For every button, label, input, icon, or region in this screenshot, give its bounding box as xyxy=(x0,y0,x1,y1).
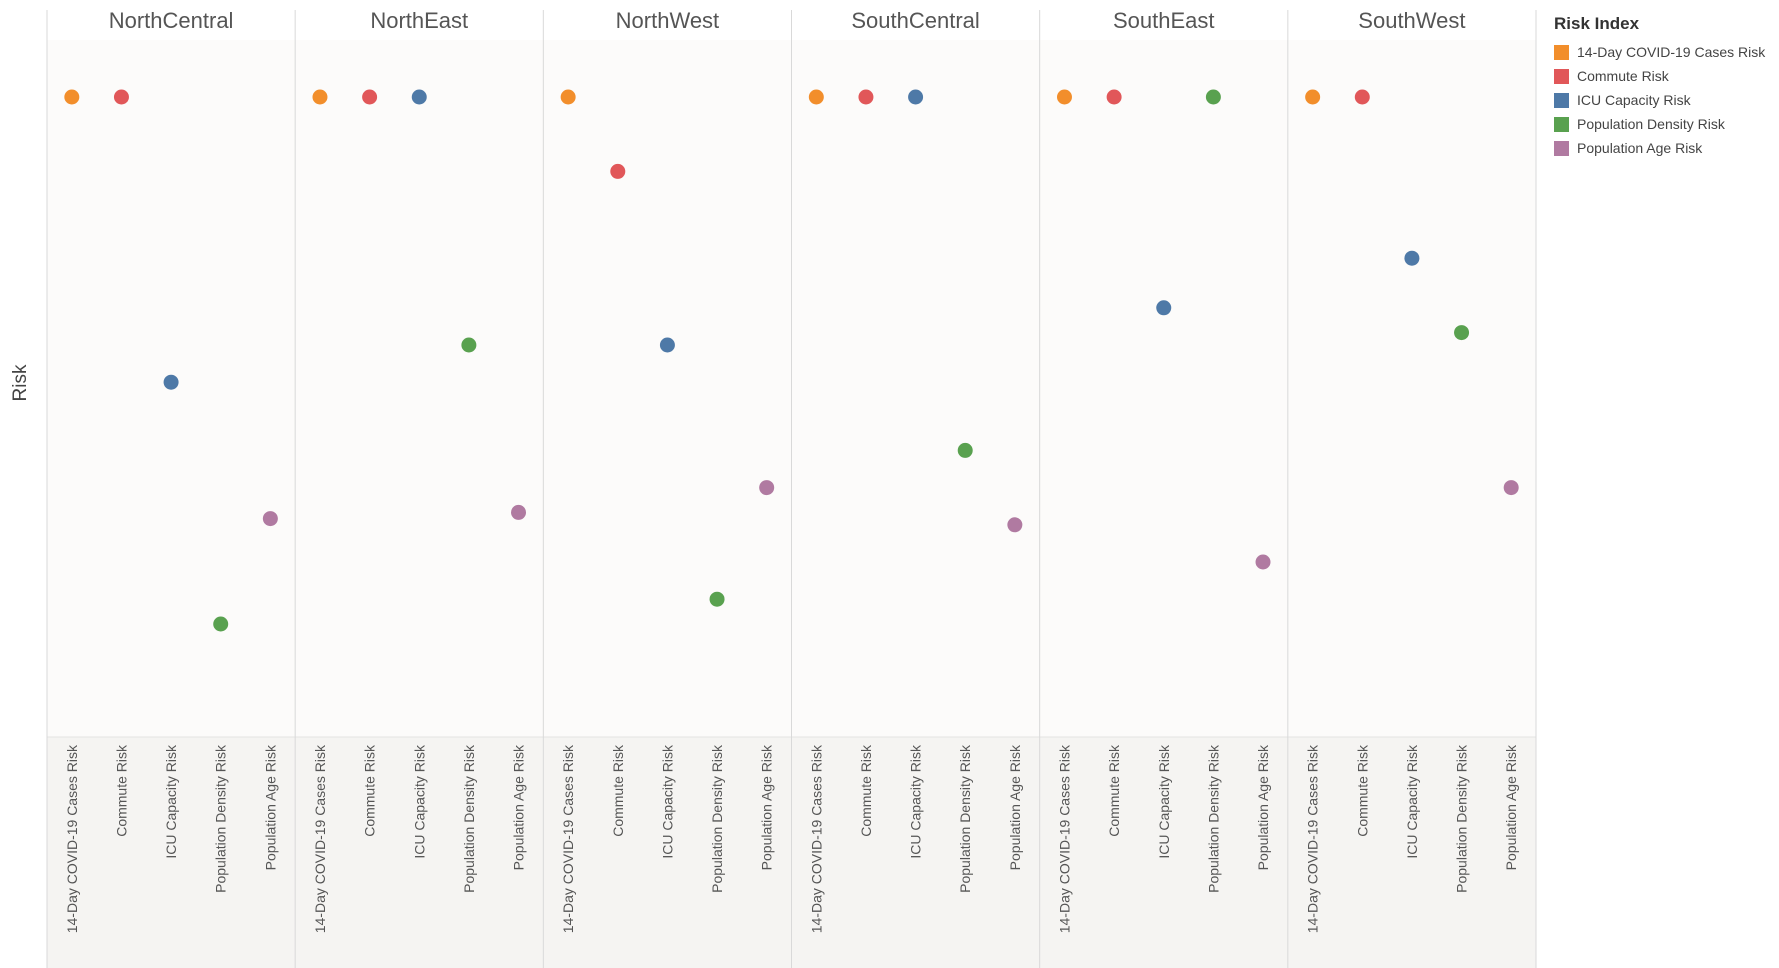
data-point[interactable]: SouthCentral – ICU Capacity Risk: 1 xyxy=(908,89,924,105)
panel-title: SouthCentral xyxy=(851,8,979,33)
data-point[interactable]: NorthWest – Population Age Risk: 0.37 xyxy=(759,480,775,496)
panel-southcentral: SouthCentral 14-Day COVID-19 Cases Risk Co… xyxy=(808,8,1023,933)
legend-swatch xyxy=(1554,140,1569,156)
panel-northeast: NorthEast 14-Day COVID-19 Cases Risk Commu… xyxy=(312,8,527,933)
data-point[interactable]: NorthWest – 14-Day COVID-19 Cases Risk: … xyxy=(560,89,576,105)
panel-southwest: SouthWest 14-Day COVID-19 Cases Risk Commu… xyxy=(1305,8,1520,933)
data-point[interactable]: SouthWest – 14-Day COVID-19 Cases Risk: … xyxy=(1305,89,1321,105)
data-point[interactable]: NorthCentral – Population Density Risk: … xyxy=(213,616,229,632)
x-tick-label: Population Age Risk xyxy=(759,744,775,870)
legend-swatch xyxy=(1554,116,1569,132)
data-point[interactable]: SouthEast – ICU Capacity Risk: 0.66 xyxy=(1156,300,1172,316)
panel-southeast: SouthEast 14-Day COVID-19 Cases Risk Commu… xyxy=(1056,8,1271,933)
data-point[interactable]: NorthCentral – Population Age Risk: 0.32 xyxy=(262,511,278,527)
data-point[interactable]: SouthEast – Commute Risk: 1 xyxy=(1106,89,1122,105)
x-tick-label: Commute Risk xyxy=(858,744,874,837)
x-tick-label: Population Density Risk xyxy=(461,744,477,893)
x-tick-label: Population Density Risk xyxy=(213,744,229,893)
x-tick-label: ICU Capacity Risk xyxy=(659,744,675,859)
legend-item[interactable]: Commute Risk xyxy=(1554,64,1774,88)
x-tick-label: Population Age Risk xyxy=(1503,744,1519,870)
panel-title: NorthWest xyxy=(616,8,720,33)
panel-title: SouthWest xyxy=(1358,8,1465,33)
data-point[interactable]: NorthCentral – ICU Capacity Risk: 0.54 xyxy=(163,374,179,390)
x-tick-label: ICU Capacity Risk xyxy=(1404,744,1420,859)
data-point[interactable]: NorthWest – ICU Capacity Risk: 0.6 xyxy=(659,337,675,353)
x-tick-label: Commute Risk xyxy=(1106,744,1122,837)
x-tick-label: Commute Risk xyxy=(1354,744,1370,837)
x-tick-label: Commute Risk xyxy=(610,744,626,837)
x-tick-label: Population Density Risk xyxy=(1454,744,1470,893)
x-tick-label: Commute Risk xyxy=(362,744,378,837)
legend-swatch xyxy=(1554,92,1569,108)
panel-northwest: NorthWest 14-Day COVID-19 Cases Risk Commu… xyxy=(560,8,775,933)
legend-item[interactable]: Population Density Risk xyxy=(1554,112,1774,136)
data-point[interactable]: SouthEast – 14-Day COVID-19 Cases Risk: … xyxy=(1056,89,1072,105)
data-point[interactable]: SouthWest – ICU Capacity Risk: 0.74 xyxy=(1404,250,1420,266)
legend-label: Population Age Risk xyxy=(1577,140,1703,156)
x-tick-label: Population Density Risk xyxy=(957,744,973,893)
legend-swatch xyxy=(1554,44,1569,60)
x-tick-label: Population Density Risk xyxy=(709,744,725,893)
panel-title: NorthEast xyxy=(370,8,468,33)
data-point[interactable]: NorthCentral – 14-Day COVID-19 Cases Ris… xyxy=(64,89,80,105)
x-tick-label: Population Age Risk xyxy=(1007,744,1023,870)
x-tick-label: Population Age Risk xyxy=(511,744,527,870)
x-tick-label: 14-Day COVID-19 Cases Risk xyxy=(1305,744,1321,933)
data-point[interactable]: NorthEast – ICU Capacity Risk: 1 xyxy=(411,89,427,105)
x-tick-label: Population Age Risk xyxy=(1255,744,1271,870)
data-point[interactable]: NorthEast – Commute Risk: 1 xyxy=(362,89,378,105)
data-point[interactable]: NorthEast – Population Density Risk: 0.6 xyxy=(461,337,477,353)
legend-item[interactable]: ICU Capacity Risk xyxy=(1554,88,1774,112)
x-tick-label: 14-Day COVID-19 Cases Risk xyxy=(808,744,824,933)
data-point[interactable]: SouthCentral – Population Age Risk: 0.31 xyxy=(1007,517,1023,533)
legend-label: 14-Day COVID-19 Cases Risk xyxy=(1577,44,1766,60)
data-point[interactable]: SouthWest – Commute Risk: 1 xyxy=(1354,89,1370,105)
legend-item[interactable]: Population Age Risk xyxy=(1554,136,1774,160)
data-point[interactable]: SouthCentral – Population Density Risk: … xyxy=(957,442,973,458)
x-tick-label: 14-Day COVID-19 Cases Risk xyxy=(312,744,328,933)
data-point[interactable]: NorthWest – Commute Risk: 0.88 xyxy=(610,163,626,179)
panel-title: NorthCentral xyxy=(109,8,234,33)
data-point[interactable]: SouthEast – Population Age Risk: 0.25 xyxy=(1255,554,1271,570)
x-tick-label: Commute Risk xyxy=(113,744,129,837)
data-point[interactable]: SouthEast – Population Density Risk: 1 xyxy=(1205,89,1221,105)
x-tick-label: ICU Capacity Risk xyxy=(1156,744,1172,859)
data-point[interactable]: NorthCentral – Commute Risk: 1 xyxy=(113,89,129,105)
panel-title: SouthEast xyxy=(1113,8,1215,33)
legend: Risk Index 14-Day COVID-19 Cases Risk Com… xyxy=(1554,14,1774,160)
legend-swatch xyxy=(1554,68,1569,84)
data-point[interactable]: SouthCentral – Commute Risk: 1 xyxy=(858,89,874,105)
x-tick-label: Population Density Risk xyxy=(1205,744,1221,893)
x-tick-label: ICU Capacity Risk xyxy=(163,744,179,859)
panels: NorthCentral 14-Day COVID-19 Cases Risk Co… xyxy=(46,8,1537,968)
legend-item[interactable]: 14-Day COVID-19 Cases Risk xyxy=(1554,40,1774,64)
data-point[interactable]: NorthEast – Population Age Risk: 0.33 xyxy=(511,504,527,520)
x-tick-label: 14-Day COVID-19 Cases Risk xyxy=(64,744,80,933)
legend-label: ICU Capacity Risk xyxy=(1577,92,1691,108)
data-point[interactable]: NorthWest – Population Density Risk: 0.1… xyxy=(709,591,725,607)
data-point[interactable]: SouthWest – Population Age Risk: 0.37 xyxy=(1503,480,1519,496)
x-tick-label: 14-Day COVID-19 Cases Risk xyxy=(1056,744,1072,933)
legend-label: Commute Risk xyxy=(1577,68,1669,84)
legend-items: 14-Day COVID-19 Cases Risk Commute Risk IC… xyxy=(1554,40,1774,160)
x-tick-label: 14-Day COVID-19 Cases Risk xyxy=(560,744,576,933)
data-point[interactable]: SouthCentral – 14-Day COVID-19 Cases Ris… xyxy=(808,89,824,105)
legend-label: Population Density Risk xyxy=(1577,116,1725,132)
legend-title: Risk Index xyxy=(1554,14,1640,33)
data-point[interactable]: NorthEast – 14-Day COVID-19 Cases Risk: … xyxy=(312,89,328,105)
panel-northcentral: NorthCentral 14-Day COVID-19 Cases Risk Co… xyxy=(64,8,279,933)
x-tick-label: ICU Capacity Risk xyxy=(411,744,427,859)
data-point[interactable]: SouthWest – Population Density Risk: 0.6… xyxy=(1454,325,1470,341)
y-axis-label: Risk xyxy=(10,364,31,401)
x-tick-label: ICU Capacity Risk xyxy=(908,744,924,859)
x-tick-label: Population Age Risk xyxy=(262,744,278,870)
